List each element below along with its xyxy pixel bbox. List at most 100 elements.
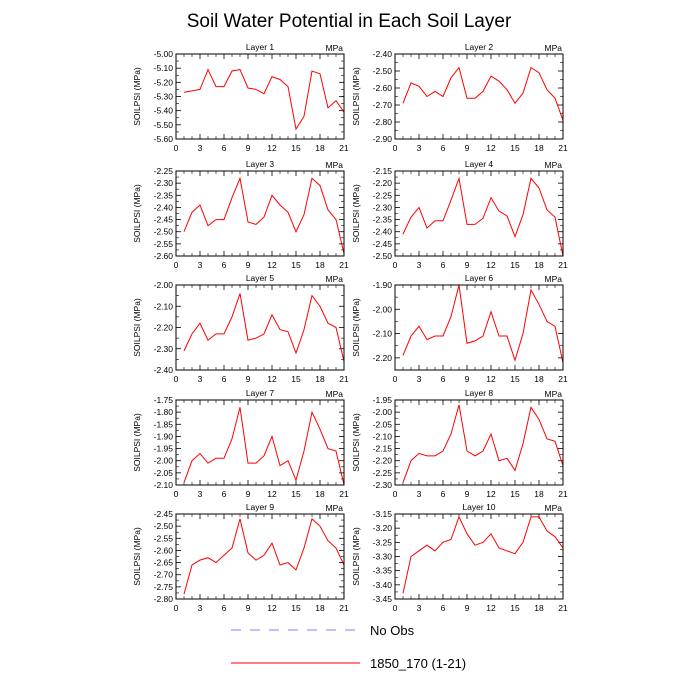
x-tick-label: 18 xyxy=(534,603,544,613)
y-axis-label: SOILPSI (MPa) xyxy=(132,413,142,472)
series-line xyxy=(402,284,564,363)
panel-units: MPa xyxy=(326,274,344,284)
plot-frame xyxy=(394,399,564,486)
panel-layer-1: Layer 1 MPa SOILPSI (MPa) -5.00 -5.10 -5.20 -5… xyxy=(132,42,349,153)
y-tick-label: -2.20 xyxy=(373,353,393,363)
x-tick-label: 3 xyxy=(198,143,203,153)
panel-title: Layer 6 xyxy=(465,273,494,283)
panel-layer-6: Layer 6 MPa SOILPSI (MPa) -1.90 -2.00 -2.10 -2… xyxy=(351,273,568,384)
y-tick-label: -1.85 xyxy=(154,419,174,429)
series-line xyxy=(402,515,564,594)
x-tick-label: 12 xyxy=(486,260,496,270)
plot-frame xyxy=(175,170,345,257)
y-tick-label: -2.80 xyxy=(154,594,174,604)
x-tick-label: 12 xyxy=(267,603,277,613)
x-tick-label: 18 xyxy=(315,489,325,499)
y-tick-label: -2.70 xyxy=(373,100,393,110)
plot-frame xyxy=(394,53,564,140)
x-tick-label: 3 xyxy=(198,603,203,613)
panel-layer-8: Layer 8 MPa SOILPSI (MPa) -1.95 -2.00 -2.05 -2… xyxy=(351,388,568,499)
x-tick-label: 3 xyxy=(417,374,422,384)
y-tick-label: -1.75 xyxy=(154,395,174,405)
x-tick-label: 18 xyxy=(315,603,325,613)
y-tick-label: -2.65 xyxy=(154,558,174,568)
y-tick-label: -5.10 xyxy=(154,63,174,73)
y-axis-label: SOILPSI (MPa) xyxy=(351,184,361,243)
panel-title: Layer 1 xyxy=(246,42,275,52)
panel-units: MPa xyxy=(326,160,344,170)
x-tick-label: 21 xyxy=(558,143,568,153)
panel-title: Layer 4 xyxy=(465,159,494,169)
x-tick-label: 15 xyxy=(291,489,301,499)
x-tick-label: 9 xyxy=(246,489,251,499)
x-tick-label: 0 xyxy=(393,374,398,384)
x-tick-label: 0 xyxy=(174,143,179,153)
x-tick-label: 18 xyxy=(534,374,544,384)
y-tick-label: -2.45 xyxy=(154,215,174,225)
plot-frame xyxy=(175,513,345,600)
y-tick-label: -2.60 xyxy=(154,251,174,261)
y-tick-label: -2.70 xyxy=(154,570,174,580)
x-tick-label: 12 xyxy=(267,143,277,153)
plot-frame xyxy=(394,284,564,371)
y-tick-label: -2.35 xyxy=(154,190,174,200)
y-axis-label: SOILPSI (MPa) xyxy=(351,67,361,126)
x-tick-label: 9 xyxy=(465,374,470,384)
x-tick-label: 6 xyxy=(222,489,227,499)
x-tick-label: 18 xyxy=(534,489,544,499)
x-tick-label: 9 xyxy=(465,143,470,153)
y-tick-label: -2.25 xyxy=(373,190,393,200)
panel-layer-3: Layer 3 MPa SOILPSI (MPa) -2.25 -2.30 -2.35 -2… xyxy=(132,159,349,270)
x-tick-label: 9 xyxy=(246,143,251,153)
x-tick-label: 0 xyxy=(174,374,179,384)
plot-frame xyxy=(394,170,564,257)
x-tick-label: 9 xyxy=(246,374,251,384)
x-tick-label: 12 xyxy=(267,374,277,384)
x-tick-label: 15 xyxy=(291,374,301,384)
y-tick-label: -5.20 xyxy=(154,77,174,87)
series-line xyxy=(183,68,345,131)
series-line xyxy=(402,66,564,121)
y-tick-label: -1.95 xyxy=(373,395,393,405)
y-tick-label: -2.05 xyxy=(154,468,174,478)
panel-layer-9: Layer 9 MPa SOILPSI (MPa) -2.45 -2.50 -2.55 -2… xyxy=(132,502,349,613)
x-tick-label: 21 xyxy=(339,374,349,384)
x-tick-label: 6 xyxy=(222,374,227,384)
series-line xyxy=(183,407,345,486)
y-tick-label: -2.20 xyxy=(373,178,393,188)
x-tick-label: 3 xyxy=(417,143,422,153)
x-tick-label: 6 xyxy=(441,374,446,384)
x-tick-label: 3 xyxy=(198,260,203,270)
x-tick-label: 6 xyxy=(441,603,446,613)
y-tick-label: -5.60 xyxy=(154,134,174,144)
y-tick-label: -2.50 xyxy=(373,66,393,76)
x-tick-label: 6 xyxy=(222,603,227,613)
x-tick-label: 15 xyxy=(510,489,520,499)
panel-units: MPa xyxy=(545,389,563,399)
y-tick-label: -2.15 xyxy=(373,444,393,454)
plot-frame xyxy=(175,284,345,371)
y-tick-label: -2.60 xyxy=(154,545,174,555)
y-tick-label: -2.25 xyxy=(154,166,174,176)
series-line xyxy=(402,176,564,257)
chart-title: Soil Water Potential in Each Soil Layer xyxy=(187,11,512,32)
x-tick-label: 9 xyxy=(465,489,470,499)
x-tick-label: 9 xyxy=(465,603,470,613)
x-tick-label: 21 xyxy=(339,260,349,270)
y-tick-label: -2.10 xyxy=(154,480,174,490)
x-tick-label: 21 xyxy=(339,143,349,153)
y-tick-label: -3.45 xyxy=(373,594,393,604)
x-tick-label: 12 xyxy=(486,374,496,384)
y-tick-label: -5.40 xyxy=(154,106,174,116)
x-tick-label: 21 xyxy=(339,489,349,499)
x-tick-label: 12 xyxy=(486,489,496,499)
panel-title: Layer 3 xyxy=(246,159,275,169)
x-tick-label: 21 xyxy=(558,374,568,384)
x-tick-label: 21 xyxy=(558,603,568,613)
panel-title: Layer 8 xyxy=(465,388,494,398)
x-tick-label: 3 xyxy=(417,260,422,270)
panel-units: MPa xyxy=(545,160,563,170)
y-tick-label: -2.20 xyxy=(373,456,393,466)
panel-units: MPa xyxy=(326,43,344,53)
y-tick-label: -2.30 xyxy=(154,344,174,354)
